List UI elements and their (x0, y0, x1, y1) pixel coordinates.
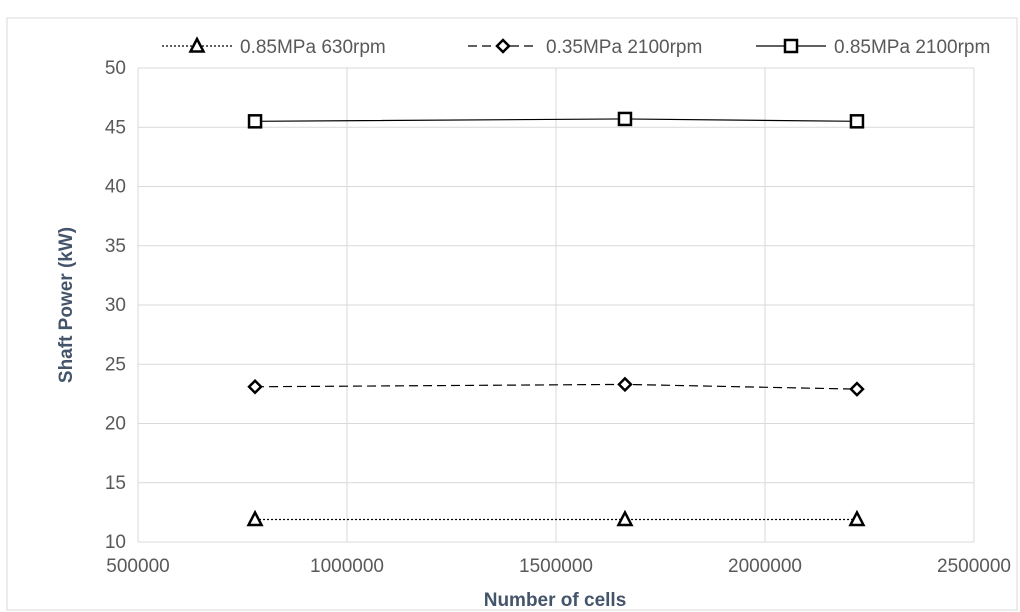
triangle-marker (848, 509, 866, 527)
x-tick-label: 2000000 (728, 556, 802, 577)
y-tick-label: 30 (105, 295, 126, 316)
legend-triangle-marker (188, 36, 206, 53)
legend-item: 0.85MPa 630rpm (162, 36, 386, 58)
y-tick-label: 10 (105, 532, 126, 553)
x-tick-label: 2500000 (937, 556, 1011, 577)
series-2 (247, 376, 865, 397)
legend-square-marker (783, 38, 799, 54)
y-tick-label: 15 (105, 473, 126, 494)
y-axis-title: Shaft Power (kW) (56, 227, 77, 383)
diamond-marker (617, 376, 633, 393)
square-marker (247, 114, 263, 129)
square-marker (849, 114, 865, 129)
gridlines (137, 67, 975, 543)
y-tick-label: 45 (105, 117, 126, 138)
series-3 (247, 111, 865, 129)
tick-labels: 10 15 20 25 30 35 40 45 50 500000 1000000 1500000 20… (105, 58, 1011, 577)
x-axis-title: Number of cells (484, 590, 627, 611)
triangle-marker (616, 509, 634, 527)
y-tick-label: 20 (105, 414, 126, 435)
legend-label: 0.85MPa 2100rpm (834, 37, 990, 58)
square-marker (617, 111, 633, 127)
y-tick-label: 25 (105, 354, 126, 375)
diamond-marker (849, 381, 865, 397)
y-tick-label: 50 (105, 58, 126, 79)
y-tick-label: 35 (105, 236, 126, 257)
series-layer (246, 111, 866, 527)
diamond-marker (247, 378, 263, 395)
chart-border (6, 17, 1018, 611)
legend-diamond-marker (495, 38, 511, 54)
legend-item: 0.85MPa 2100rpm (756, 37, 990, 58)
x-tick-label: 1000000 (310, 556, 384, 577)
legend-item: 0.35MPa 2100rpm (468, 37, 702, 58)
series-1 (246, 509, 866, 527)
y-tick-label: 40 (105, 177, 126, 198)
x-tick-label: 1500000 (519, 556, 593, 577)
triangle-marker (246, 509, 264, 527)
legend-label: 0.85MPa 630rpm (240, 37, 386, 58)
x-tick-label: 500000 (106, 556, 169, 577)
legend-label: 0.35MPa 2100rpm (546, 37, 702, 58)
legend: 0.85MPa 630rpm 0.35MPa 2100rpm 0.85MPa 210… (162, 36, 990, 58)
